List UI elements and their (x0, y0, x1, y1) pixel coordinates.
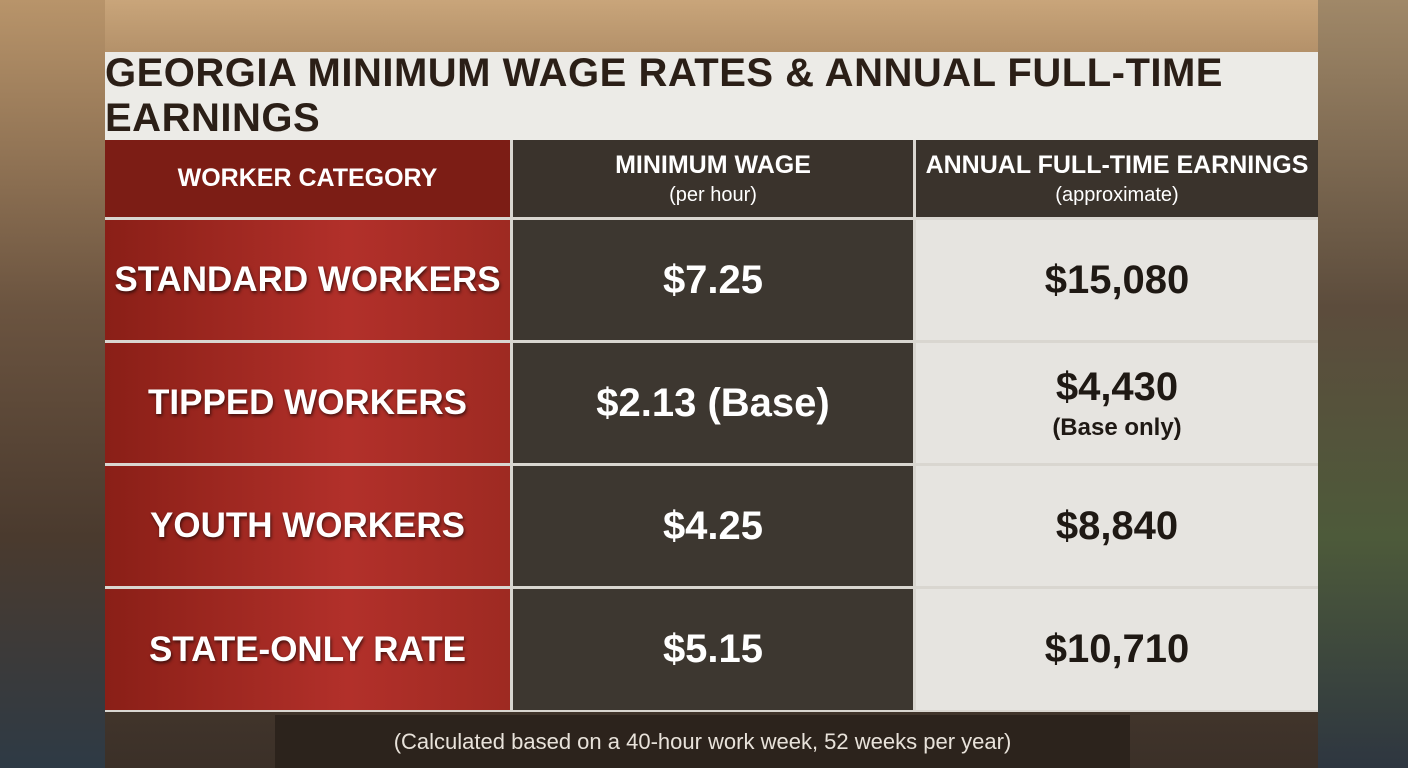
header-subtitle: (per hour) (669, 183, 757, 206)
minimum-wage: $5.15 (662, 627, 764, 671)
category-cell: STANDARD WORKERS (105, 220, 510, 340)
earnings-cell: $15,080 (916, 220, 1318, 340)
annual-earnings: $10,710 (1044, 627, 1190, 671)
header-title: WORKER CATEGORY (177, 164, 438, 192)
category: STANDARD WORKERS (114, 260, 501, 299)
earnings-cell: $8,840 (916, 466, 1318, 586)
category: YOUTH WORKERS (150, 506, 465, 545)
header-cell: WORKER CATEGORY (105, 140, 510, 217)
wage-cell: $5.15 (513, 589, 913, 710)
header-cell: ANNUAL FULL-TIME EARNINGS (approximate) (916, 140, 1318, 217)
category-cell: TIPPED WORKERS (105, 343, 510, 463)
wage-cell: $2.13 (Base) (513, 343, 913, 463)
annual-earnings: $15,080 (1044, 257, 1190, 302)
earnings-cell: $10,710 (916, 589, 1318, 710)
category: TIPPED WORKERS (148, 383, 467, 422)
wage-cell: $7.25 (513, 220, 913, 340)
title: GEORGIA MINIMUM WAGE RATES & ANNUAL FULL… (105, 51, 1318, 140)
header-subtitle: (approximate) (1055, 183, 1179, 206)
earnings-note: (Base only) (1052, 413, 1182, 441)
minimum-wage: $7.25 (662, 257, 764, 302)
minimum-wage: $2.13 (Base) (596, 380, 830, 425)
header-cell: MINIMUM WAGE (per hour) (513, 140, 913, 217)
footnote: (Calculated based on a 40-hour work week… (275, 715, 1130, 768)
category-cell: YOUTH WORKERS (105, 466, 510, 586)
minimum-wage: $4.25 (662, 503, 764, 548)
category-cell: STATE-ONLY RATE (105, 589, 510, 710)
annual-earnings: $8,840 (1055, 503, 1179, 548)
annual-earnings: $4,430 (1055, 364, 1179, 409)
category: STATE-ONLY RATE (149, 629, 466, 669)
header-title: MINIMUM WAGE (615, 150, 811, 179)
header-title: ANNUAL FULL-TIME EARNINGS (925, 150, 1309, 179)
wage-cell: $4.25 (513, 466, 913, 586)
background-photo (1318, 0, 1408, 768)
earnings-cell: $4,430 (Base only) (916, 343, 1318, 463)
background-photo (0, 0, 105, 768)
